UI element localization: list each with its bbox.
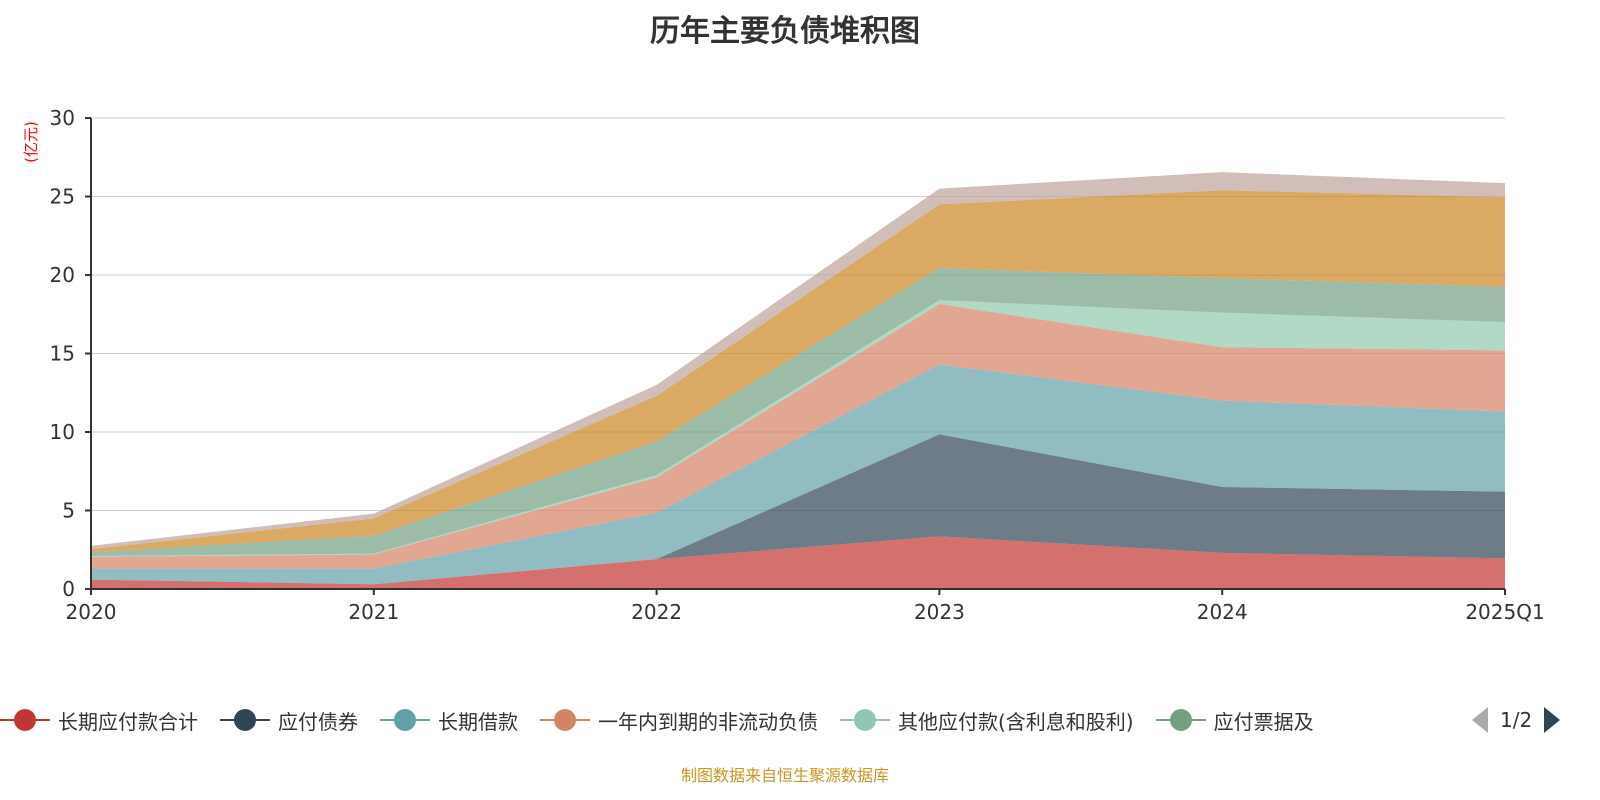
legend-item[interactable]: 长期借款 (380, 706, 518, 735)
legend-page-indicator: 1/2 (1500, 708, 1533, 732)
area-series-3 (91, 364, 1505, 585)
x-tick-label: 2025Q1 (1465, 600, 1544, 624)
legend-marker-icon (380, 708, 430, 732)
x-tick-label: 2021 (348, 600, 399, 624)
x-tick-label: 2022 (631, 600, 682, 624)
area-series-7 (91, 190, 1505, 553)
legend: 长期应付款合计 应付债券 长期借款 一年内到期的非流动负债 其他应付款(含利息和股利) 应… (0, 704, 1460, 736)
legend-label: 应付票据及 (1213, 709, 1314, 734)
legend-label: 应付债券 (278, 709, 358, 734)
legend-item[interactable]: 应付票据及 (1155, 706, 1314, 735)
area-series-4 (91, 304, 1505, 569)
legend-marker-icon (220, 708, 270, 732)
chart-title: 历年主要负债堆积图 (650, 14, 920, 49)
y-tick-label: 5 (62, 499, 75, 523)
y-tick-label: 10 (50, 420, 75, 444)
legend-prev-page-icon[interactable] (1472, 707, 1488, 733)
y-tick-label: 0 (62, 577, 75, 601)
area-series-1 (91, 536, 1505, 589)
x-tick-label: 2020 (66, 600, 117, 624)
y-tick-label: 25 (50, 185, 75, 209)
y-tick-label: 30 (50, 106, 75, 130)
y-axis-label: (亿元) (22, 121, 40, 163)
legend-label: 一年内到期的非流动负债 (598, 709, 818, 734)
legend-next-page-icon[interactable] (1544, 707, 1561, 733)
legend-marker-icon (540, 708, 590, 732)
y-tick-label: 15 (50, 342, 75, 366)
area-series-2 (91, 434, 1505, 585)
x-tick-label: 2024 (1197, 600, 1248, 624)
legend-label: 长期应付款合计 (58, 709, 198, 734)
area-series-6 (91, 267, 1505, 557)
legend-marker-icon (1155, 708, 1206, 732)
legend-item[interactable]: 一年内到期的非流动负债 (540, 706, 818, 735)
legend-item[interactable]: 其他应付款(含利息和股利) (840, 706, 1134, 735)
legend-pager: 1/2 (1472, 704, 1561, 736)
data-source-note: 制图数据来自恒生聚源数据库 (680, 766, 889, 785)
legend-label: 其他应付款(含利息和股利) (898, 709, 1134, 734)
legend-label: 长期借款 (438, 709, 518, 734)
legend-marker-icon (0, 708, 50, 732)
area-series-5 (91, 300, 1505, 557)
y-tick-label: 20 (50, 263, 75, 287)
x-tick-label: 2023 (914, 600, 965, 624)
legend-item[interactable]: 长期应付款合计 (0, 706, 198, 735)
legend-marker-icon (840, 708, 890, 732)
legend-item[interactable]: 应付债券 (220, 706, 358, 735)
